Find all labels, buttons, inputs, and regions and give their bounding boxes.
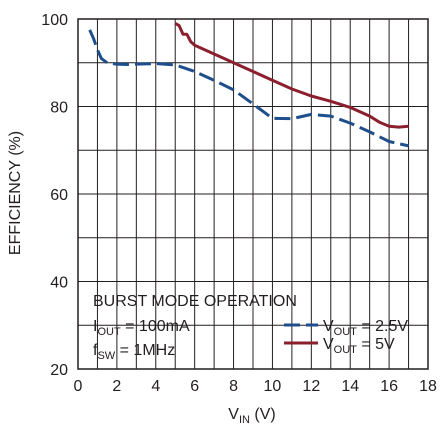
grid: [78, 19, 428, 369]
legend: VOUT = 2.5V VOUT = 5V: [284, 318, 408, 356]
x-axis-label: VIN (V): [228, 406, 275, 426]
y-tick-label: 100: [41, 12, 68, 29]
x-tick-label: 14: [341, 378, 359, 395]
y-tick-label: 40: [50, 275, 68, 292]
annotation-fsw-sub: SW: [97, 350, 115, 362]
x-axis-label-unit: (V): [250, 406, 276, 423]
series-layer: [88, 22, 409, 148]
legend-label-1-rest: = 5V: [357, 336, 395, 353]
x-tick-label: 12: [302, 378, 320, 395]
annotation-iout-sub: OUT: [97, 326, 121, 338]
series-line-1: [174, 22, 409, 129]
legend-label-0-main: V: [323, 318, 334, 335]
legend-label-0-sub: OUT: [334, 326, 358, 338]
legend-label-vout-2-5v: VOUT = 2.5V: [323, 318, 408, 338]
annotation-iout-rest: = 100mA: [121, 318, 190, 335]
annotation-block: BURST MODE OPERATION IOUT = 100mA fSW = …: [93, 293, 297, 362]
x-tick-labels: 0 2 4 6 8 10 12 14 16 18: [74, 378, 437, 395]
legend-label-0-rest: = 2.5V: [357, 318, 408, 335]
x-axis-label-sub: IN: [239, 414, 250, 426]
y-tick-labels: 20 40 60 80 100: [41, 12, 68, 379]
annotation-fsw: fSW = 1MHz: [93, 342, 175, 362]
x-axis-label-main: V: [228, 406, 239, 423]
annotation-mode: BURST MODE OPERATION: [93, 293, 297, 310]
x-tick-label: 0: [74, 378, 83, 395]
legend-label-vout-5v: VOUT = 5V: [323, 336, 395, 356]
x-tick-label: 8: [229, 378, 238, 395]
annotation-fsw-rest: = 1MHz: [115, 342, 175, 359]
y-tick-label: 80: [50, 100, 68, 117]
annotation-iout-main: I: [93, 318, 97, 335]
legend-label-1-sub: OUT: [334, 344, 358, 356]
series-line-0: [88, 29, 409, 148]
x-tick-label: 18: [419, 378, 437, 395]
x-tick-label: 2: [112, 378, 121, 395]
y-tick-label: 60: [50, 187, 68, 204]
x-tick-label: 4: [151, 378, 160, 395]
x-tick-label: 16: [380, 378, 398, 395]
legend-label-1-main: V: [323, 336, 334, 353]
annotation-fsw-main: f: [93, 342, 98, 359]
x-tick-label: 6: [190, 378, 199, 395]
y-tick-label: 20: [50, 362, 68, 379]
x-tick-label: 10: [264, 378, 282, 395]
y-axis-label: EFFICIENCY (%): [7, 131, 24, 255]
plot-frame: [77, 18, 429, 370]
annotation-mode-text: BURST MODE OPERATION: [93, 293, 297, 310]
annotation-iout: IOUT = 100mA: [93, 318, 190, 338]
